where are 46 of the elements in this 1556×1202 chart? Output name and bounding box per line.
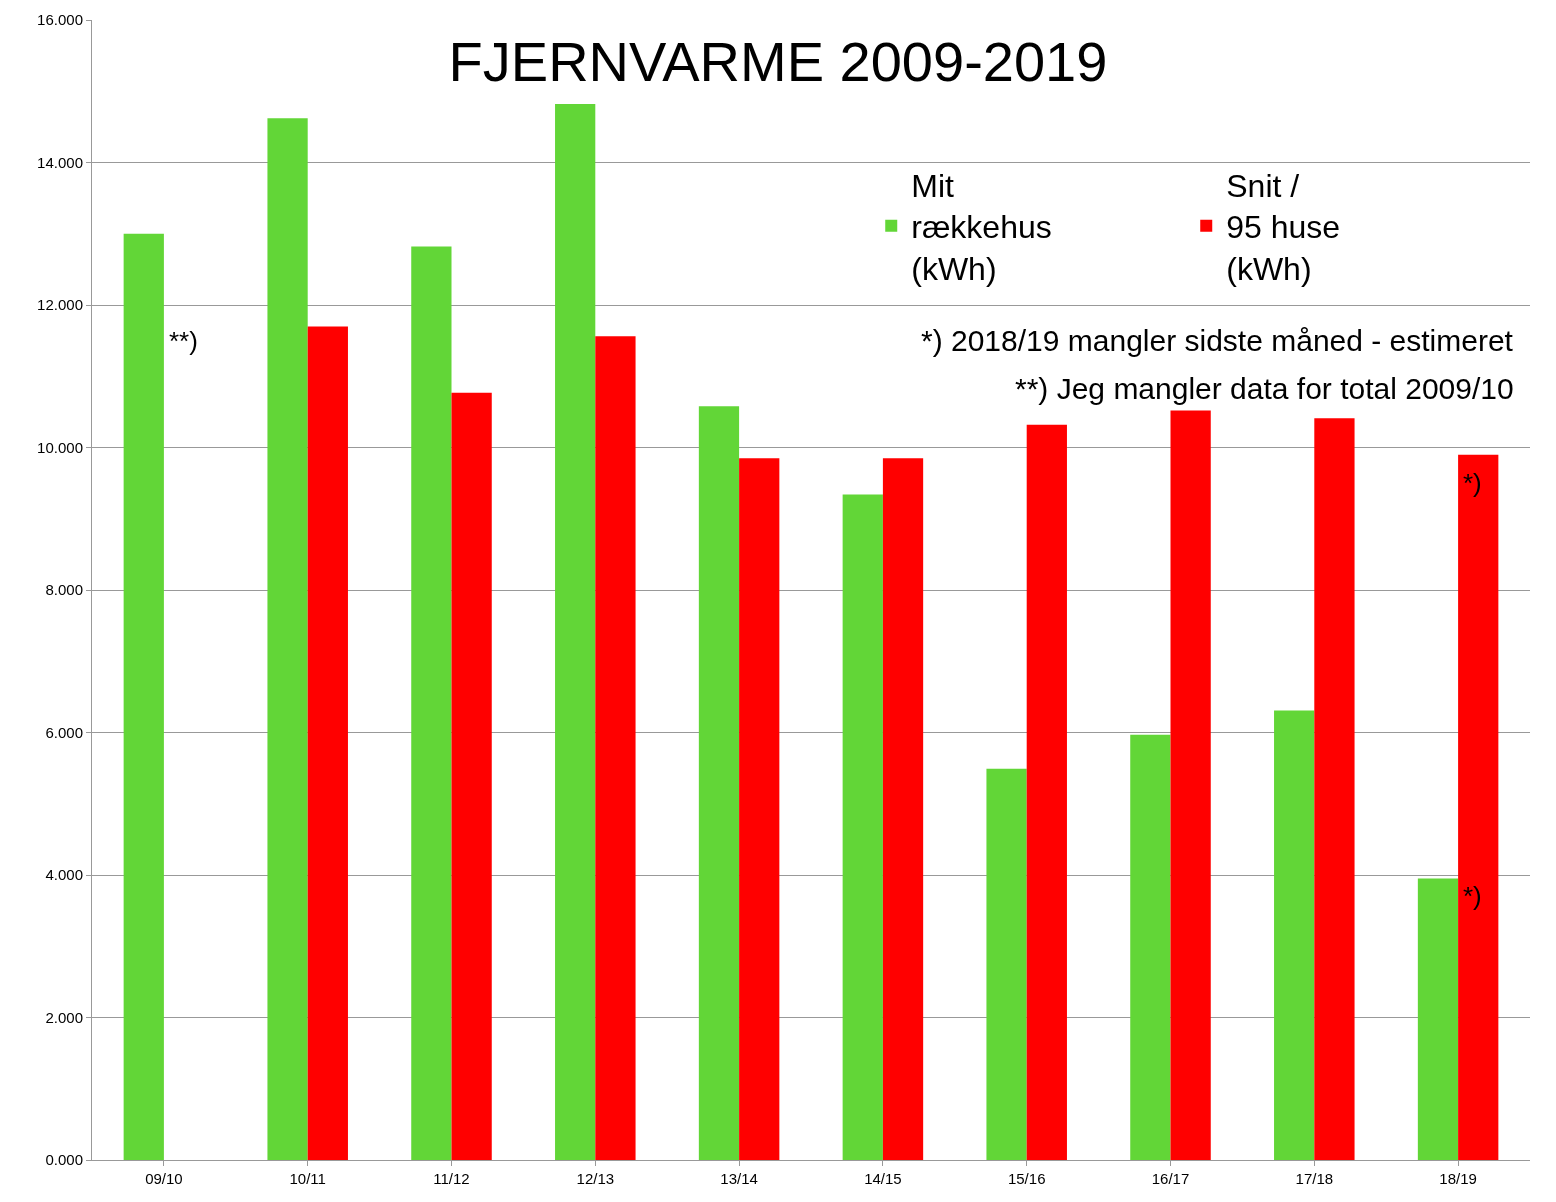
bar xyxy=(1026,424,1067,1160)
annotation: *) xyxy=(1463,881,1482,911)
y-tick-label: 8.000 xyxy=(45,581,83,599)
bar xyxy=(123,233,164,1160)
bar xyxy=(555,104,596,1160)
bar xyxy=(842,494,883,1160)
bar xyxy=(1274,710,1315,1160)
annotation: *) xyxy=(1463,468,1482,498)
bar xyxy=(739,458,780,1160)
legend-label: Mit rækkehus (kWh) xyxy=(911,167,1052,287)
bar xyxy=(986,768,1027,1160)
y-tick-label: 16.000 xyxy=(37,11,83,29)
y-tick-label: 12.000 xyxy=(37,296,83,314)
bar xyxy=(1130,734,1171,1160)
y-tick-label: 10.000 xyxy=(37,438,83,456)
x-tick-label: 17/18 xyxy=(1295,1170,1334,1187)
annotation: **) Jeg mangler data for total 2009/10 xyxy=(1015,372,1514,405)
bar xyxy=(1314,418,1355,1160)
y-tick-label: 14.000 xyxy=(37,153,83,171)
x-tick-label: 14/15 xyxy=(864,1170,902,1187)
y-tick-label: 4.000 xyxy=(45,866,83,884)
bar xyxy=(882,458,924,1160)
bar xyxy=(451,392,492,1160)
y-tick-label: 2.000 xyxy=(45,1008,83,1026)
bar xyxy=(595,336,636,1160)
annotation: *) 2018/19 mangler sidste måned - estimeret xyxy=(921,324,1514,357)
legend-label: Snit / 95 huse (kWh) xyxy=(1226,167,1341,287)
bar xyxy=(411,246,452,1160)
bar xyxy=(698,406,740,1160)
chart-title: FJERNVARME 2009-2019 xyxy=(448,30,1108,94)
bar xyxy=(1170,410,1211,1160)
bar xyxy=(1417,878,1459,1160)
x-tick-label: 10/11 xyxy=(289,1170,326,1187)
y-tick-label: 6.000 xyxy=(45,723,83,741)
x-tick-label: 15/16 xyxy=(1007,1170,1046,1187)
bar xyxy=(1458,454,1499,1160)
x-tick-label: 18/19 xyxy=(1439,1170,1477,1187)
bar xyxy=(307,326,348,1160)
bar xyxy=(267,118,308,1160)
x-tick-label: 09/10 xyxy=(145,1170,183,1187)
x-tick-label: 12/13 xyxy=(576,1170,615,1187)
x-tick-label: 11/12 xyxy=(433,1170,470,1187)
annotation: **) xyxy=(169,326,198,356)
y-tick-label: 0.000 xyxy=(45,1151,83,1169)
x-tick-label: 16/17 xyxy=(1151,1170,1190,1187)
x-tick-label: 13/14 xyxy=(720,1170,758,1187)
